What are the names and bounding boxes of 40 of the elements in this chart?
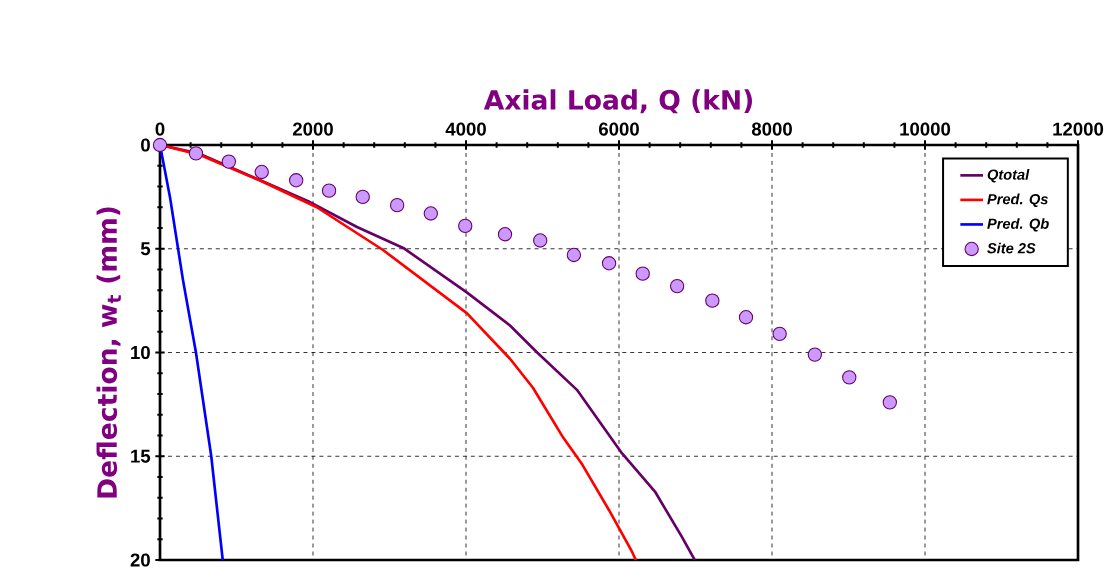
legend-label: Qtotal <box>987 169 1030 183</box>
y-tick-label: 20 <box>130 553 150 567</box>
point <box>669 278 685 294</box>
point <box>738 310 754 325</box>
point <box>635 266 650 281</box>
point <box>705 293 720 308</box>
x-tick-label: 10000 <box>900 122 951 136</box>
x-tick-label: 2000 <box>292 122 333 136</box>
y-tick-label: 0 <box>141 138 150 152</box>
point <box>566 247 582 263</box>
point <box>221 154 237 169</box>
point <box>152 137 168 153</box>
x-tick-label: 6000 <box>599 122 639 136</box>
point <box>807 347 823 362</box>
x-tick-label: 4000 <box>445 122 486 136</box>
point <box>842 370 857 385</box>
point <box>458 218 473 234</box>
point <box>188 146 204 161</box>
point <box>882 395 897 410</box>
x-axis-title: Axial Load, Q (kN) <box>483 89 753 114</box>
point <box>321 183 337 198</box>
x-tick-label: 0 <box>155 122 165 136</box>
point <box>289 173 304 188</box>
point <box>355 189 370 205</box>
point <box>533 233 548 248</box>
legend-label: Site 2S <box>987 242 1036 254</box>
legend-label: Pred. Qs <box>987 193 1048 208</box>
y-tick-label: 10 <box>131 345 150 360</box>
point <box>772 326 787 341</box>
point <box>601 256 617 271</box>
legend-label: Pred. Qb <box>987 218 1049 232</box>
point <box>423 206 438 221</box>
point <box>254 164 269 180</box>
y-tick-label: 5 <box>140 242 151 256</box>
x-tick-label: 8000 <box>751 122 792 136</box>
point <box>389 198 405 213</box>
x-tick-label: 12000 <box>1053 122 1104 136</box>
y-axis-title: Deflection, w$_{t}$ (mm) <box>96 207 121 498</box>
y-tick-label: 15 <box>131 449 151 463</box>
point <box>497 227 513 242</box>
